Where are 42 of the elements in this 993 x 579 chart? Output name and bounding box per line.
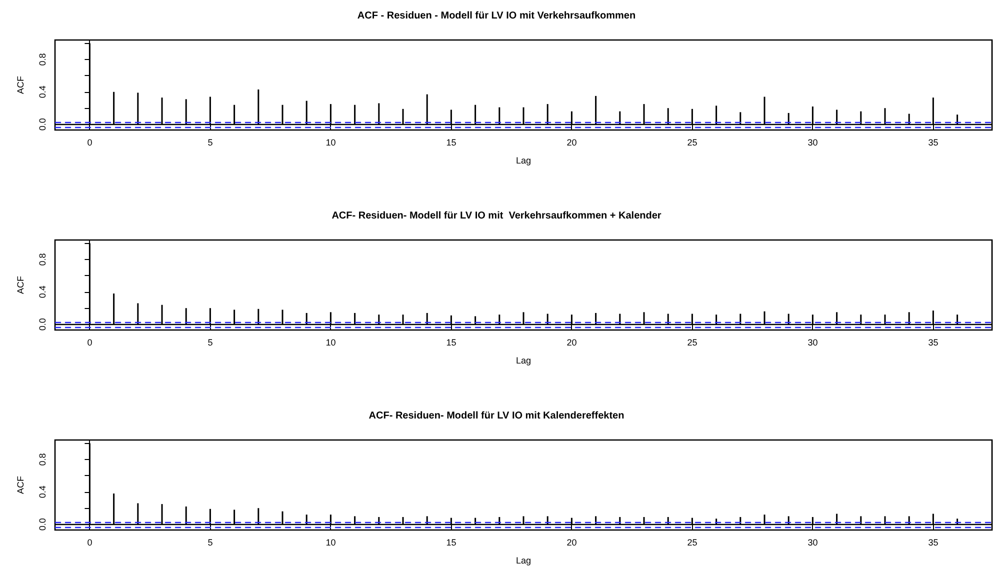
x-axis-title: Lag [516, 556, 532, 566]
x-tick-label: 30 [808, 538, 818, 548]
x-tick-label: 0 [87, 138, 92, 148]
x-tick-label: 15 [446, 138, 456, 148]
y-tick-label: 0.8 [38, 53, 48, 66]
x-tick-label: 35 [928, 538, 938, 548]
y-tick-label: 0.4 [38, 86, 48, 98]
x-tick-label: 25 [687, 338, 698, 348]
x-tick-label: 20 [566, 138, 577, 148]
x-tick-label: 10 [326, 138, 336, 148]
x-tick-label: 35 [928, 338, 938, 348]
x-tick-label: 20 [566, 538, 577, 548]
x-tick-label: 20 [566, 338, 577, 348]
x-tick-label: 0 [87, 538, 92, 548]
y-axis-title: ACF [16, 76, 26, 94]
x-tick-label: 35 [928, 138, 938, 148]
chart-title: ACF - Residuen - Modell für LV IO mit Verkehrsaufkommen [357, 10, 636, 22]
y-tick-label: 0.0 [38, 318, 48, 331]
x-tick-label: 25 [687, 138, 698, 148]
chart-title: ACF- Residuen- Modell für LV IO mit Kalendereffekten [368, 410, 624, 422]
x-tick-label: 5 [208, 538, 213, 548]
y-tick-label: 0.4 [38, 486, 48, 498]
chart-title: ACF- Residuen- Modell für LV IO mit Verkehrsaufkommen + Kalender [332, 210, 662, 222]
x-tick-label: 15 [446, 338, 456, 348]
y-tick-label: 0.0 [38, 118, 48, 131]
x-tick-label: 30 [808, 138, 818, 148]
x-tick-label: 30 [808, 338, 818, 348]
y-axis-title: ACF [16, 276, 26, 294]
y-tick-label: 0.8 [38, 453, 48, 466]
x-tick-label: 0 [87, 338, 92, 348]
x-axis-title: Lag [516, 156, 532, 166]
y-tick-label: 0.4 [38, 286, 48, 298]
x-axis-title: Lag [516, 356, 532, 366]
x-tick-label: 5 [208, 338, 213, 348]
x-tick-label: 15 [446, 538, 456, 548]
y-axis-title: ACF [16, 476, 26, 494]
x-tick-label: 10 [326, 538, 336, 548]
x-tick-label: 10 [326, 338, 336, 348]
x-tick-label: 25 [687, 538, 698, 548]
y-tick-label: 0.8 [38, 253, 48, 266]
y-tick-label: 0.0 [38, 518, 48, 531]
x-tick-label: 5 [208, 138, 213, 148]
